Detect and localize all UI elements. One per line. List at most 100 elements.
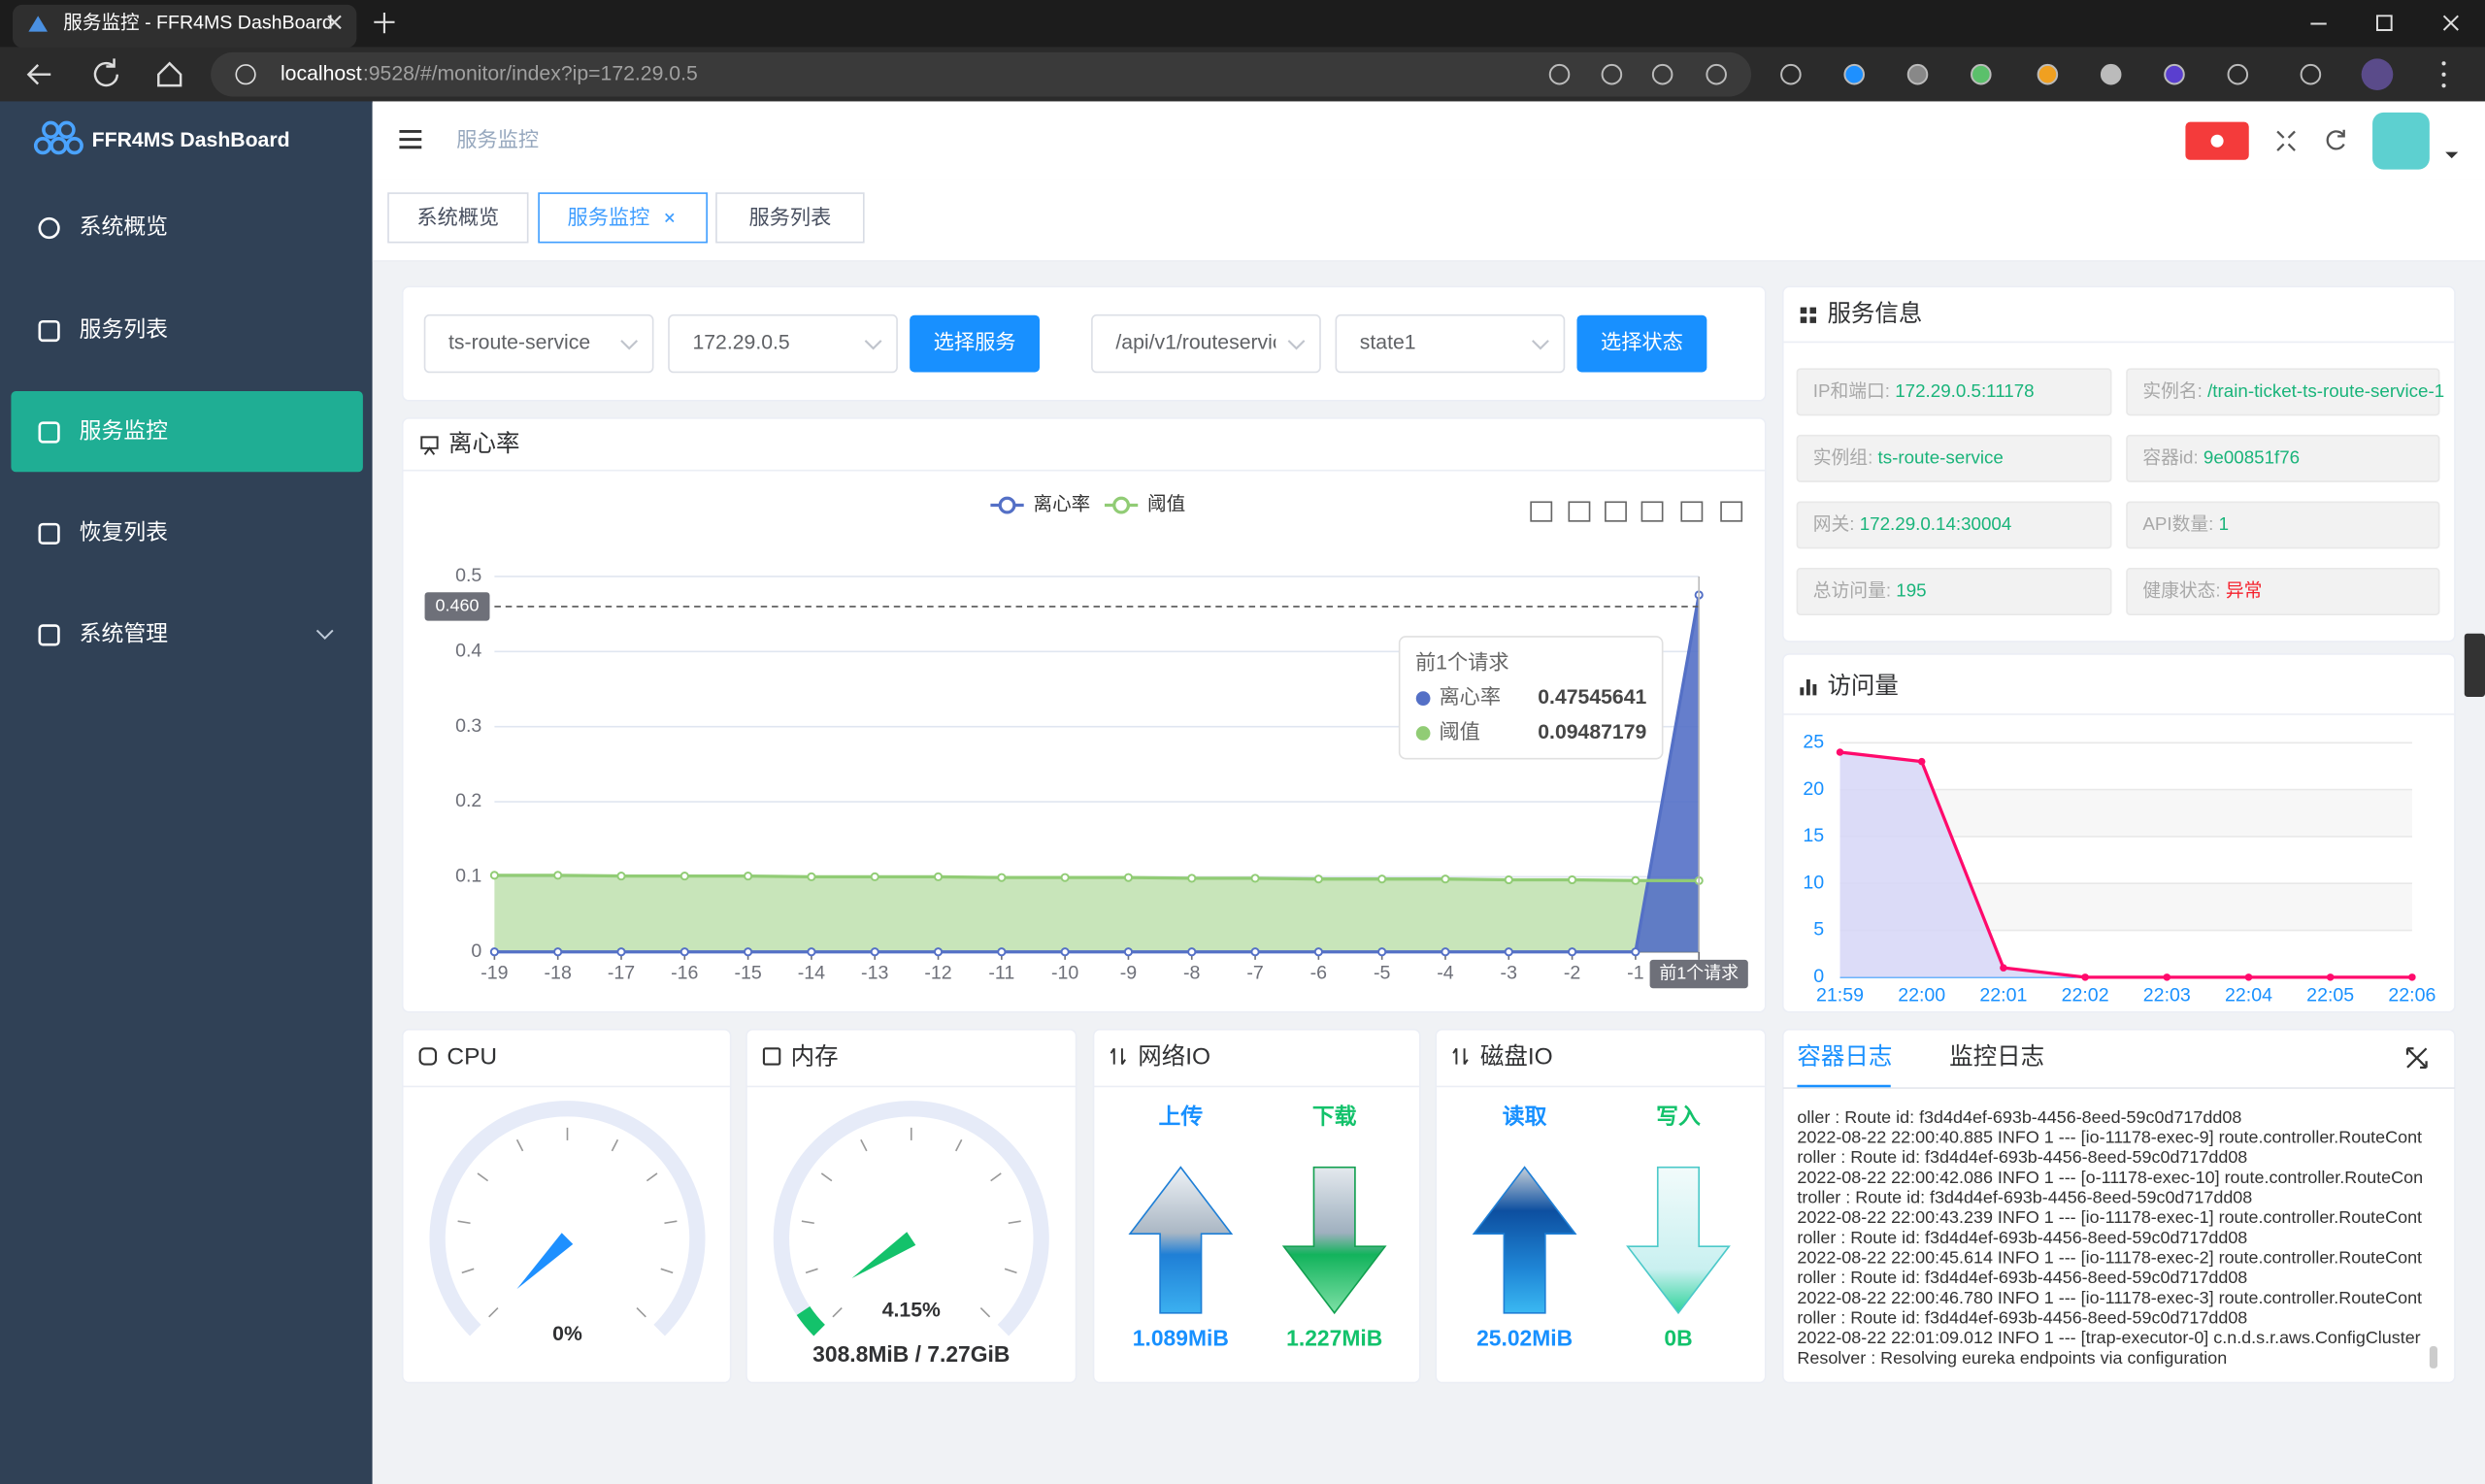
menu-item[interactable]: [11, 494, 362, 574]
tag-label[interactable]: 服务监控: [567, 206, 649, 229]
profile-avatar: [2361, 58, 2394, 91]
select-box[interactable]: [668, 313, 898, 374]
select-value: /api/v1/routeservic: [1115, 332, 1283, 354]
data-point: [1060, 873, 1070, 882]
menu-label[interactable]: 系统概览: [80, 214, 168, 239]
panel-icon: [1110, 1047, 1126, 1066]
button-label[interactable]: 选择服务: [934, 331, 1016, 354]
select-box[interactable]: [1335, 313, 1566, 374]
select-box[interactable]: [1091, 313, 1321, 374]
tag-label[interactable]: 系统概览: [416, 206, 499, 229]
sidebar: [0, 101, 373, 1484]
log-line: 2022-08-22 22:00:42.086 INFO 1 --- [o-11…: [1797, 1168, 2423, 1187]
tag-tab[interactable]: [715, 192, 865, 244]
info-value: ts-route-service: [1878, 446, 2004, 467]
tab-title: 服务监控 - FFR4MS DashBoard: [63, 13, 332, 34]
info-cell: [1796, 434, 2112, 482]
info-field: 网关: 172.29.0.14:30004: [1813, 513, 2012, 534]
y-tick-label: 0.2: [455, 790, 481, 811]
axis-pointer-label: 0.460: [436, 596, 480, 615]
info-value: 异常: [2226, 579, 2263, 600]
menu-label[interactable]: 系统管理: [80, 620, 169, 645]
toolbox-icon[interactable]: [1640, 501, 1664, 522]
y-tick-label: 0: [1813, 966, 1824, 987]
data-point: [1123, 947, 1134, 957]
panel-icon: [762, 1047, 781, 1066]
button[interactable]: [910, 314, 1041, 373]
log-tab[interactable]: 容器日志: [1797, 1043, 1892, 1071]
fullscreen-button[interactable]: [2276, 130, 2296, 151]
x-tick-label: -9: [1120, 963, 1137, 984]
active-menu-bg: [11, 391, 363, 473]
tag-label[interactable]: 服务列表: [748, 206, 831, 229]
tooltip-series: 阈值: [1439, 720, 1479, 743]
series-line: [494, 594, 1701, 954]
x-pointer-label-bg: [1649, 959, 1748, 989]
select-value: ts-route-service: [448, 332, 590, 354]
log-tab[interactable]: 监控日志: [1949, 1043, 2044, 1071]
panel-title: CPU: [447, 1044, 497, 1071]
avatar[interactable]: [2372, 112, 2430, 170]
data-point: [553, 871, 563, 880]
toolbar-icon: [2300, 63, 2322, 85]
hamburger[interactable]: [399, 129, 422, 149]
info-field: 实例名: /train-ticket-ts-route-service-1: [2142, 380, 2444, 401]
expand-button[interactable]: [2405, 1047, 2428, 1069]
browser-tab[interactable]: [13, 4, 357, 48]
y-tick-label: 0.5: [455, 565, 481, 586]
button[interactable]: [1576, 314, 1707, 373]
gauge-split: [660, 1268, 674, 1274]
info-label: 实例名:: [2142, 380, 2207, 401]
toolbox-icon[interactable]: [1720, 501, 1743, 522]
breadcrumb: 服务监控: [456, 128, 539, 151]
toolbox-icon[interactable]: [1680, 501, 1704, 522]
x-tick-label: 21:59: [1816, 985, 1864, 1006]
data-point: [1441, 947, 1450, 957]
data-point: [1377, 874, 1387, 884]
data-point: [2408, 973, 2416, 981]
toolbox-icon[interactable]: [1568, 501, 1591, 522]
data-point: [2081, 973, 2089, 981]
data-point: [2244, 973, 2253, 981]
select-box[interactable]: [423, 313, 654, 374]
gauge-split: [515, 1138, 524, 1152]
tooltip-value: 0.47545641: [1538, 686, 1646, 709]
x-tick-label: 22:04: [2225, 985, 2272, 1006]
axis-pointer-label-bg: [424, 592, 490, 621]
logo-text: FFR4MS DashBoard: [92, 129, 290, 151]
log-line: 2022-08-22 22:00:40.885 INFO 1 --- [io-1…: [1797, 1127, 2422, 1146]
menu-label[interactable]: 恢复列表: [80, 519, 169, 544]
series-line: [494, 874, 1700, 882]
tag-tab[interactable]: [538, 192, 708, 244]
up-arrow: [1472, 1166, 1577, 1314]
x-tick-label: -11: [988, 963, 1014, 984]
menu-item[interactable]: [11, 291, 362, 371]
gauge-split: [801, 1220, 814, 1225]
tab-icon: [28, 16, 48, 32]
menu-item[interactable]: [11, 596, 362, 676]
menu-item[interactable]: [11, 188, 362, 268]
info-field: API数量: 1: [2142, 513, 2229, 534]
menu-label[interactable]: 服务监控: [80, 418, 169, 444]
x-tick-label: 22:01: [1979, 985, 2027, 1006]
panel-icon: [418, 1047, 438, 1066]
tag-tab[interactable]: [387, 192, 529, 244]
menu-label[interactable]: 服务列表: [80, 316, 169, 342]
select-arrow: [1287, 340, 1306, 350]
legend-marker: [1112, 496, 1131, 514]
x-tick-label: -19: [480, 963, 508, 984]
new-tab: [374, 13, 395, 34]
x-tick-label: -10: [1051, 963, 1078, 984]
log-line: roller : Route id: f3d4d4ef-693b-4456-8e…: [1797, 1268, 2247, 1287]
menu-icon: [38, 522, 60, 545]
panel-title: 磁盘IO: [1480, 1043, 1553, 1071]
button-label[interactable]: 选择状态: [1601, 331, 1683, 354]
menu-item[interactable]: [11, 393, 362, 473]
toolbox-icon[interactable]: [1530, 501, 1553, 522]
bug-icon: [2210, 134, 2224, 148]
reload-button: [93, 58, 119, 87]
address-bar[interactable]: [211, 51, 1752, 97]
refresh-button[interactable]: [2326, 129, 2345, 150]
toolbox-icon[interactable]: [1605, 501, 1627, 522]
